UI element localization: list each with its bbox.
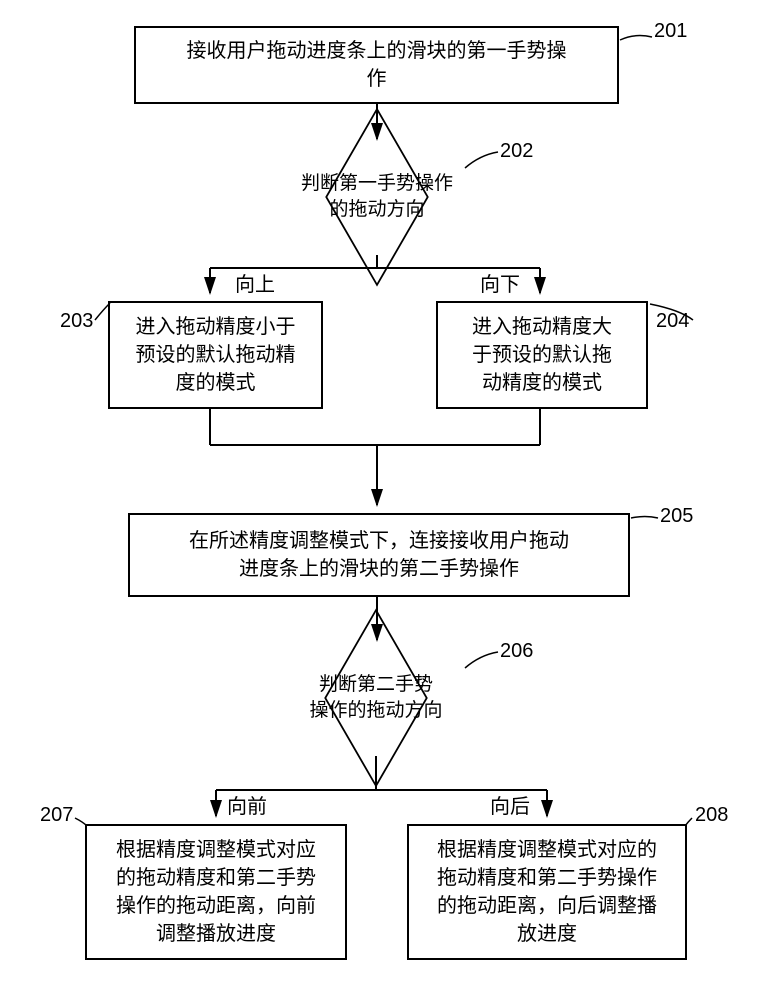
node-208-text: 根据精度调整模式对应的拖动精度和第二手势操作的拖动距离，向后调整播放进度 bbox=[437, 836, 657, 948]
node-208: 根据精度调整模式对应的拖动精度和第二手势操作的拖动距离，向后调整播放进度 bbox=[407, 824, 687, 960]
node-204: 进入拖动精度大于预设的默认拖动精度的模式 bbox=[436, 301, 648, 409]
node-205-text: 在所述精度调整模式下，连接接收用户拖动进度条上的滑块的第二手势操作 bbox=[189, 527, 569, 583]
node-201: 接收用户拖动进度条上的滑块的第一手势操作 bbox=[134, 26, 619, 104]
node-207: 根据精度调整模式对应的拖动精度和第二手势操作的拖动距离，向前调整播放进度 bbox=[85, 824, 347, 960]
ref-201: 201 bbox=[654, 20, 687, 43]
ref-207: 207 bbox=[40, 804, 73, 827]
node-204-text: 进入拖动精度大于预设的默认拖动精度的模式 bbox=[472, 313, 612, 397]
node-203-text: 进入拖动精度小于预设的默认拖动精度的模式 bbox=[136, 313, 296, 397]
ref-203: 203 bbox=[60, 310, 93, 333]
node-203: 进入拖动精度小于预设的默认拖动精度的模式 bbox=[108, 301, 323, 409]
node-206: 判断第二手势操作的拖动方向 bbox=[276, 648, 476, 748]
node-202: 判断第一手势操作的拖动方向 bbox=[277, 147, 477, 247]
ref-202: 202 bbox=[500, 140, 533, 163]
node-202-text: 判断第一手势操作的拖动方向 bbox=[301, 171, 453, 222]
node-205: 在所述精度调整模式下，连接接收用户拖动进度条上的滑块的第二手势操作 bbox=[128, 513, 630, 597]
node-201-text: 接收用户拖动进度条上的滑块的第一手势操作 bbox=[187, 37, 567, 93]
edge-label-up: 向上 bbox=[235, 268, 275, 297]
edge-label-forward: 向前 bbox=[227, 790, 267, 819]
ref-208: 208 bbox=[695, 804, 728, 827]
node-206-text: 判断第二手势操作的拖动方向 bbox=[309, 672, 442, 723]
edge-label-down: 向下 bbox=[480, 268, 520, 297]
ref-204: 204 bbox=[656, 310, 689, 333]
ref-206: 206 bbox=[500, 640, 533, 663]
edge-label-backward: 向后 bbox=[490, 790, 530, 819]
ref-205: 205 bbox=[660, 505, 693, 528]
node-207-text: 根据精度调整模式对应的拖动精度和第二手势操作的拖动距离，向前调整播放进度 bbox=[116, 836, 316, 948]
flowchart-canvas: 接收用户拖动进度条上的滑块的第一手势操作 201 判断第一手势操作的拖动方向 2… bbox=[0, 0, 778, 1000]
